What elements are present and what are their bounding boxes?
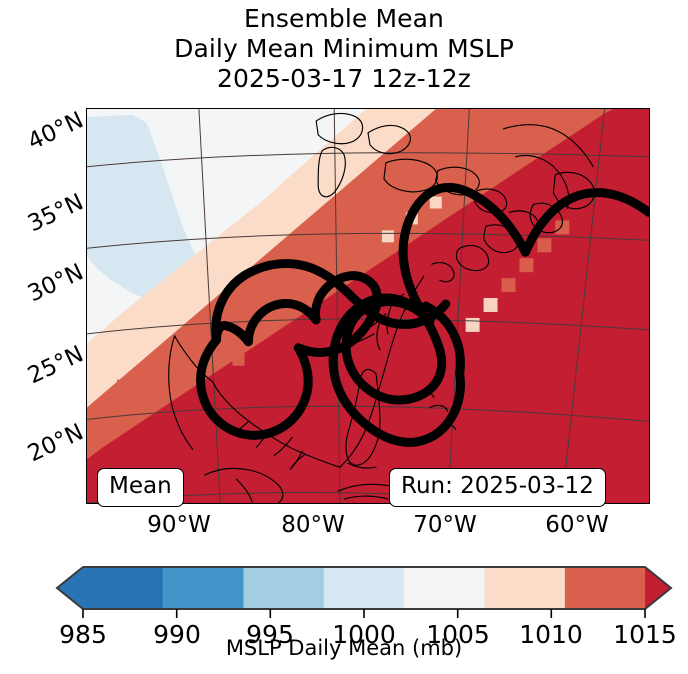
colorbar: 985 990 995 1000 1005 1010 1015 (0, 560, 688, 674)
x-tick-label-70w: 70°W (413, 512, 477, 538)
mean-label-box: Mean (97, 468, 184, 507)
y-tick-label-20n: 20°N (23, 419, 88, 468)
colorbar-over-arrow (645, 567, 671, 609)
colorbar-tick-990: 990 (153, 620, 201, 649)
colorbar-ticks (82, 609, 646, 618)
x-tick-label-90w: 90°W (147, 512, 211, 538)
fill-band-995-1000 (87, 114, 213, 306)
y-tick-label-25n: 25°N (23, 341, 88, 390)
colorbar-tick-1015: 1015 (613, 620, 677, 649)
colorbar-swatches (55, 566, 673, 610)
title-line-2: Daily Mean Minimum MSLP (174, 34, 514, 63)
colorbar-tick-995: 995 (246, 620, 294, 649)
x-tick-label-60w: 60°W (545, 512, 609, 538)
title-line-1: Ensemble Mean (244, 4, 444, 33)
colorbar-axis-label: MSLP Daily Mean (mb) (225, 636, 463, 660)
map-plot-area (86, 108, 650, 504)
colorbar-svg (55, 566, 673, 618)
map-svg (87, 109, 649, 503)
colorbar-segment-985-990 (83, 567, 164, 609)
colorbar-under-arrow (57, 567, 83, 609)
colorbar-tick-1010: 1010 (519, 620, 583, 649)
title-line-3: 2025-03-17 12z-12z (217, 64, 471, 93)
y-tick-label-30n: 30°N (23, 259, 88, 308)
colorbar-segment-1005-1010 (484, 567, 565, 609)
y-tick-label-35n: 35°N (23, 189, 88, 238)
colorbar-segment-1010-1015 (564, 567, 645, 609)
mslp-bold-contour (196, 182, 649, 447)
colorbar-segment-1000-1005 (404, 567, 485, 609)
figure-title: Ensemble Mean Daily Mean Minimum MSLP 20… (0, 4, 688, 94)
colorbar-tick-985: 985 (59, 620, 107, 649)
colorbar-segment-1000-1005a (323, 567, 405, 609)
contour-pixelation-steps (104, 196, 570, 404)
colorbar-segment-990-995 (163, 567, 244, 609)
run-date-label-box: Run: 2025-03-12 (389, 468, 606, 507)
y-tick-label-40n: 40°N (23, 107, 88, 156)
colorbar-segment-995-1000 (243, 567, 324, 609)
x-tick-label-80w: 80°W (281, 512, 345, 538)
colorbar-tick-1000: 1000 (332, 620, 396, 649)
colorbar-tick-1005: 1005 (426, 620, 490, 649)
